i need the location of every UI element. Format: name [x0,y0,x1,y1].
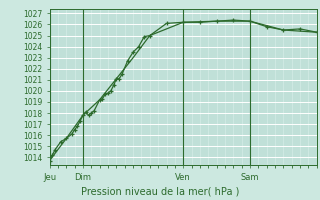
Text: Pression niveau de la mer( hPa ): Pression niveau de la mer( hPa ) [81,186,239,196]
